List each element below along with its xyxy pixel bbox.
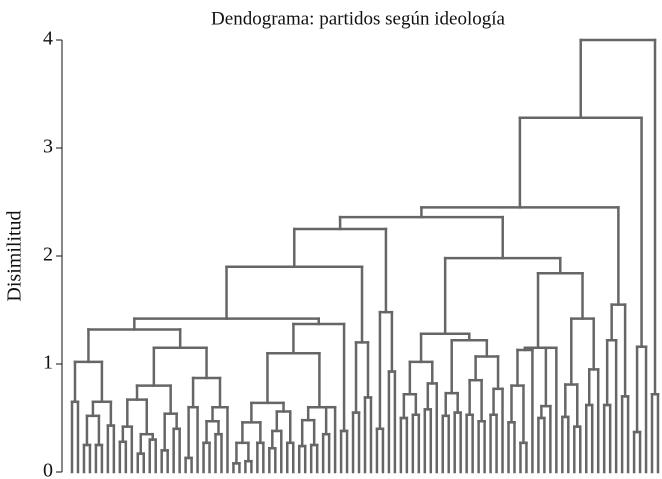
y-tick-label: 0 xyxy=(43,460,53,479)
y-tick-label: 3 xyxy=(43,136,53,158)
y-tick-label: 4 xyxy=(43,28,53,50)
y-axis-label: Disimilitud xyxy=(4,210,26,301)
dendrogram xyxy=(70,38,660,474)
y-tick-label: 2 xyxy=(43,244,53,266)
y-tick-label: 1 xyxy=(43,352,53,374)
chart-title: Dendograma: partidos según ideología xyxy=(211,8,505,29)
